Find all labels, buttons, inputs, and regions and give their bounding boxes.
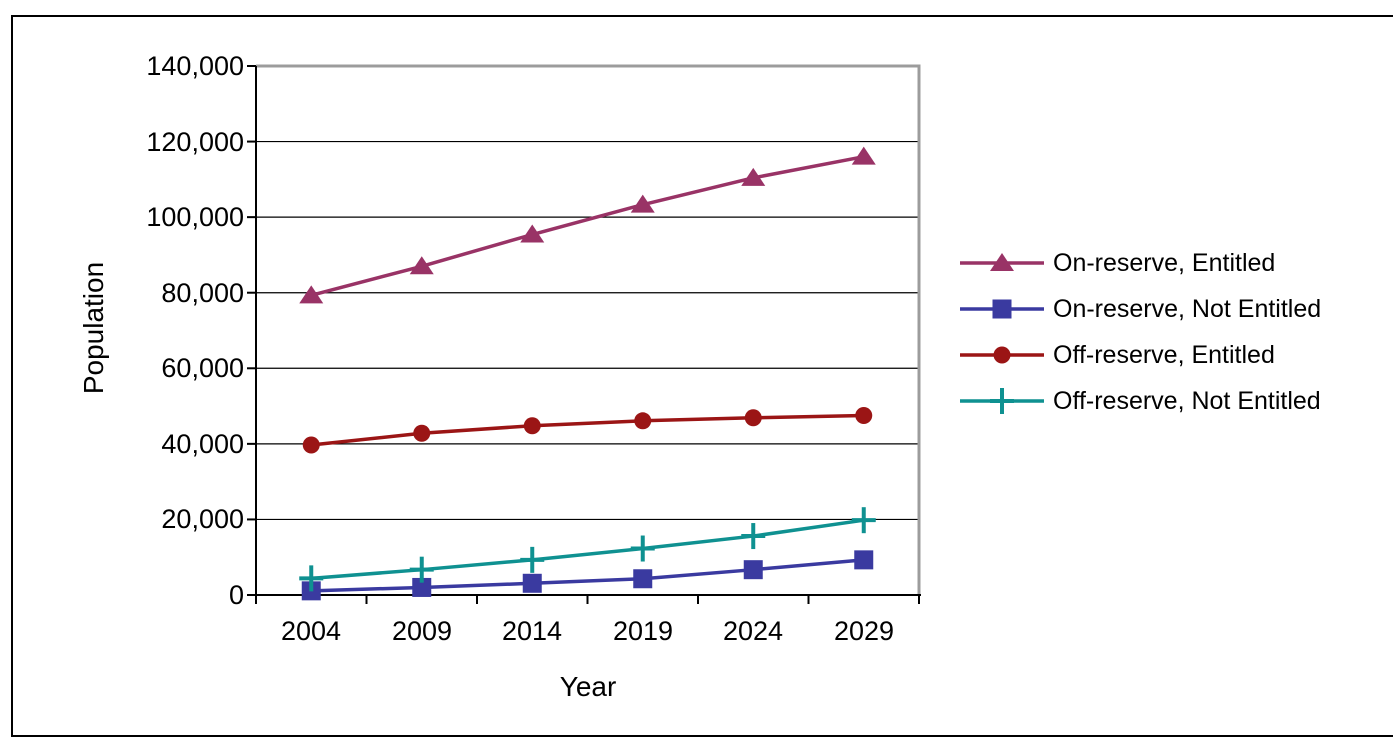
plus-marker-icon xyxy=(960,388,1044,414)
legend-label: Off-reserve, Not Entitled xyxy=(1053,386,1321,415)
circle-marker-icon xyxy=(960,346,1044,364)
legend-label: Off-reserve, Entitled xyxy=(1053,340,1275,369)
x-axis-tick-label: 2014 xyxy=(501,616,563,646)
legend: On-reserve, Entitled On-reserve, Not Ent… xyxy=(957,240,1321,424)
legend-label: On-reserve, Entitled xyxy=(1053,248,1276,277)
x-axis-tick-label: 2024 xyxy=(722,616,784,646)
y-axis-tick-label: 80,000 xyxy=(161,278,244,308)
y-axis-tick-label: 100,000 xyxy=(146,202,244,232)
legend-label: On-reserve, Not Entitled xyxy=(1053,294,1322,323)
legend-item: Off-reserve, Not Entitled xyxy=(957,378,1321,424)
x-axis-title: Year xyxy=(559,671,617,702)
y-axis-tick-label: 20,000 xyxy=(161,504,244,534)
y-axis-tick-label: 140,000 xyxy=(146,51,244,81)
y-axis-tick-label: 120,000 xyxy=(146,127,244,157)
y-axis-tick-label: 0 xyxy=(228,580,244,610)
chart-border-frame xyxy=(11,15,1393,737)
x-axis-tick-label: 2029 xyxy=(833,616,895,646)
legend-item: On-reserve, Entitled xyxy=(957,240,1321,286)
legend-item: Off-reserve, Entitled xyxy=(957,332,1321,378)
x-axis-tick-label: 2019 xyxy=(612,616,674,646)
x-axis-tick-label: 2004 xyxy=(280,616,342,646)
legend-item: On-reserve, Not Entitled xyxy=(957,286,1321,332)
y-axis-tick-label: 60,000 xyxy=(161,353,244,383)
triangle-marker-icon xyxy=(960,253,1044,271)
square-marker-icon xyxy=(960,299,1044,319)
y-axis-tick-label: 40,000 xyxy=(161,429,244,459)
x-axis-tick-label: 2009 xyxy=(391,616,453,646)
